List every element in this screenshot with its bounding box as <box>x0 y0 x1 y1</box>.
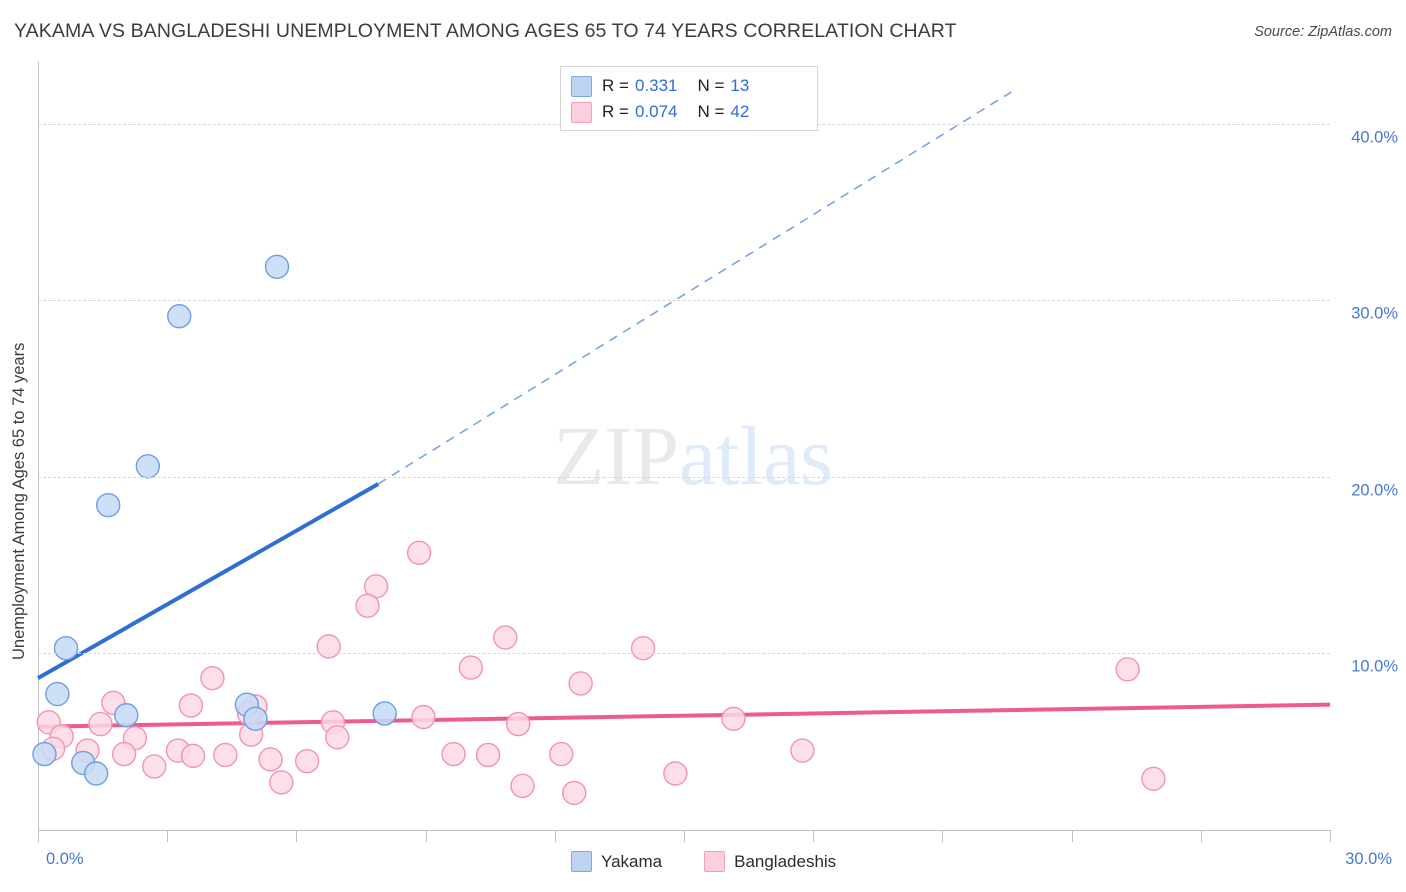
y-axis-line <box>38 62 39 830</box>
data-point-yakama[interactable] <box>95 492 121 518</box>
scatter-canvas <box>32 91 1331 806</box>
data-point-bangladeshis[interactable] <box>88 711 113 737</box>
plot-area <box>32 62 1331 830</box>
x-axis-tick <box>813 830 815 842</box>
source-label: Source: ZipAtlas.com <box>1254 24 1392 40</box>
data-point-yakama[interactable] <box>135 454 161 479</box>
data-point-bangladeshis[interactable] <box>510 773 535 799</box>
x-tick-label-max: 30.0% <box>1345 850 1392 868</box>
data-point-bangladeshis[interactable] <box>549 741 574 767</box>
gridline-20.0% <box>38 476 1330 478</box>
data-point-yakama[interactable] <box>45 681 70 707</box>
data-point-yakama[interactable] <box>372 701 397 726</box>
data-point-bangladeshis[interactable] <box>1115 657 1140 682</box>
y-axis-title-wrap: Unemployment Among Ages 65 to 74 years <box>10 343 40 670</box>
data-point-bangladeshis[interactable] <box>493 625 518 650</box>
y-axis-title: Unemployment Among Ages 65 to 74 years <box>10 342 28 660</box>
data-point-yakama[interactable] <box>32 741 57 767</box>
legend-n-value-bangladeshis: 42 <box>730 102 750 121</box>
legend-swatch-yakama-icon <box>571 75 592 97</box>
data-point-bangladeshis[interactable] <box>663 761 688 786</box>
data-point-bangladeshis[interactable] <box>561 780 587 806</box>
data-point-bangladeshis[interactable] <box>458 655 484 680</box>
legend-n-value-yakama: 13 <box>730 76 750 95</box>
data-point-bangladeshis[interactable] <box>1141 766 1166 791</box>
data-point-bangladeshis[interactable] <box>325 725 350 750</box>
data-point-bangladeshis[interactable] <box>721 706 746 731</box>
gridline-30.0% <box>38 300 1330 302</box>
legend-label-yakama: Yakama <box>601 851 663 871</box>
data-point-yakama[interactable] <box>264 254 290 280</box>
data-point-bangladeshis[interactable] <box>406 540 432 566</box>
trendline-yakama-projection <box>377 91 1012 485</box>
x-axis-tick <box>684 830 685 842</box>
x-axis-tick <box>554 830 556 842</box>
trendline-yakama <box>37 482 380 680</box>
data-point-bangladeshis[interactable] <box>475 742 501 768</box>
data-point-yakama[interactable] <box>53 635 79 661</box>
data-point-bangladeshis[interactable] <box>142 754 167 779</box>
data-point-bangladeshis[interactable] <box>630 635 656 661</box>
legend-row-bangladeshis: R = 0.074 N = 42 <box>571 99 807 125</box>
x-axis-tick <box>1200 830 1202 842</box>
legend-swatch-bangladeshis-icon <box>571 101 592 123</box>
y-tick-label: 10.0% <box>1351 657 1398 676</box>
x-axis-tick <box>942 830 944 842</box>
legend-marker-yakama-icon <box>571 851 592 872</box>
data-point-yakama[interactable] <box>114 703 139 728</box>
data-point-bangladeshis[interactable] <box>269 770 294 795</box>
gridline-10.0% <box>38 653 1330 655</box>
data-point-yakama[interactable] <box>83 761 109 786</box>
legend-r-value-bangladeshis: 0.074 <box>634 102 678 121</box>
x-axis-tick <box>1071 830 1073 842</box>
legend-item-bangladeshis[interactable]: Bangladeshis <box>704 851 836 872</box>
x-axis-tick <box>38 830 39 842</box>
data-point-yakama[interactable] <box>243 706 268 731</box>
legend-n-label-bangladeshis: N = <box>697 102 725 121</box>
data-point-bangladeshis[interactable] <box>294 748 320 774</box>
data-point-bangladeshis[interactable] <box>180 743 206 769</box>
data-point-bangladeshis[interactable] <box>316 634 341 659</box>
legend-r-value-yakama: 0.331 <box>634 76 678 95</box>
y-tick-label: 30.0% <box>1351 304 1398 323</box>
series-legend: Yakama Bangladeshis <box>571 851 836 872</box>
data-point-bangladeshis[interactable] <box>258 747 283 772</box>
legend-r-label-bangladeshis: R = <box>602 102 629 121</box>
legend-item-yakama[interactable]: Yakama <box>571 851 662 872</box>
data-point-bangladeshis[interactable] <box>355 593 380 618</box>
data-point-bangladeshis[interactable] <box>411 704 436 730</box>
correlation-legend: R = 0.331 N = 13 R = 0.074 N = 42 <box>560 66 818 131</box>
x-axis-tick <box>296 830 298 842</box>
data-point-bangladeshis[interactable] <box>111 741 137 767</box>
page-title: YAKAMA VS BANGLADESHI UNEMPLOYMENT AMONG… <box>14 20 957 42</box>
legend-n-label-yakama: N = <box>697 76 725 95</box>
x-axis-tick <box>1330 830 1331 842</box>
data-point-yakama[interactable] <box>167 304 192 329</box>
x-tick-label-min: 0.0% <box>46 850 84 868</box>
trendline-bangladeshis <box>37 702 1331 729</box>
data-point-bangladeshis[interactable] <box>505 711 531 737</box>
data-point-bangladeshis[interactable] <box>441 741 466 767</box>
data-point-bangladeshis[interactable] <box>568 671 593 696</box>
data-point-bangladeshis[interactable] <box>178 693 204 718</box>
legend-row-yakama: R = 0.331 N = 13 <box>571 73 807 99</box>
x-axis-tick <box>167 830 169 842</box>
y-tick-label: 20.0% <box>1351 481 1398 500</box>
y-tick-label: 40.0% <box>1351 128 1398 147</box>
legend-marker-bangladeshis-icon <box>704 851 726 872</box>
legend-r-label-yakama: R = <box>602 76 629 95</box>
data-point-bangladeshis[interactable] <box>213 742 238 768</box>
legend-label-bangladeshis: Bangladeshis <box>734 851 837 871</box>
data-point-bangladeshis[interactable] <box>200 665 225 691</box>
data-point-bangladeshis[interactable] <box>790 738 815 763</box>
x-axis-tick <box>425 830 427 842</box>
